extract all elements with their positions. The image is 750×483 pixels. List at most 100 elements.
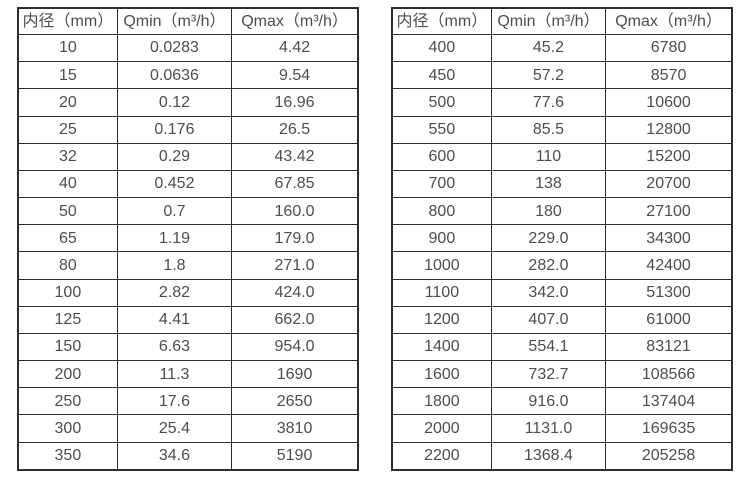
- table-cell: 2000: [391, 414, 492, 443]
- table-cell: 27100: [605, 197, 733, 226]
- flow-spec-table-right: 内径（mm） Qmin（m³/h） Qmax（m³/h） 400 45.2 6780 45…: [391, 7, 733, 471]
- table-cell: 25: [17, 115, 118, 144]
- table-cell: 2200: [391, 441, 492, 471]
- table-cell: 0.0283: [116, 33, 233, 63]
- table-cell: 61000: [605, 305, 733, 334]
- table-cell: 9.54: [231, 61, 359, 90]
- table-cell: 6.63: [116, 332, 233, 362]
- table-row: 1800 916.0 137404: [391, 387, 733, 416]
- table-cell: 900: [391, 224, 492, 253]
- table-cell: 1368.4: [490, 441, 607, 471]
- column-header: 内径（mm）: [391, 7, 492, 35]
- table-cell: 407.0: [490, 305, 607, 334]
- table-cell: 554.1: [490, 332, 607, 362]
- table-cell: 12800: [605, 115, 733, 144]
- table-cell: 1000: [391, 251, 492, 280]
- table-cell: 180: [490, 197, 607, 226]
- column-header: Qmax（m³/h）: [605, 7, 733, 35]
- table-cell: 662.0: [231, 305, 359, 334]
- table-cell: 57.2: [490, 61, 607, 90]
- table-cell: 732.7: [490, 360, 607, 389]
- table-row: 1200 407.0 61000: [391, 305, 733, 334]
- table-cell: 25.4: [116, 414, 233, 443]
- table-row: 150 6.63 954.0: [17, 332, 359, 362]
- table-cell: 700: [391, 169, 492, 199]
- table-cell: 1800: [391, 387, 492, 416]
- table-cell: 271.0: [231, 251, 359, 280]
- table-cell: 550: [391, 115, 492, 144]
- table-cell: 137404: [605, 387, 733, 416]
- table-cell: 8570: [605, 61, 733, 90]
- flow-spec-table-left: 内径（mm） Qmin（m³/h） Qmax（m³/h） 10 0.0283 4.42 1…: [17, 7, 359, 471]
- table-cell: 229.0: [490, 224, 607, 253]
- table-cell: 100: [17, 278, 118, 307]
- table-row: 65 1.19 179.0: [17, 224, 359, 253]
- table-cell: 205258: [605, 441, 733, 471]
- table-cell: 65: [17, 224, 118, 253]
- table-row: 125 4.41 662.0: [17, 305, 359, 334]
- table-row: 900 229.0 34300: [391, 224, 733, 253]
- table-cell: 85.5: [490, 115, 607, 144]
- table-cell: 2650: [231, 387, 359, 416]
- table-row: 100 2.82 424.0: [17, 278, 359, 307]
- table-cell: 0.12: [116, 88, 233, 117]
- table-cell: 0.176: [116, 115, 233, 144]
- table-row: 200 11.3 1690: [17, 360, 359, 389]
- table-row: 1000 282.0 42400: [391, 251, 733, 280]
- table-cell: 342.0: [490, 278, 607, 307]
- table-cell: 1131.0: [490, 414, 607, 443]
- table-cell: 16.96: [231, 88, 359, 117]
- table-cell: 300: [17, 414, 118, 443]
- table-cell: 43.42: [231, 142, 359, 171]
- table-cell: 15: [17, 61, 118, 90]
- table-row: 1600 732.7 108566: [391, 360, 733, 389]
- table-cell: 800: [391, 197, 492, 226]
- table-cell: 6780: [605, 33, 733, 63]
- table-cell: 3810: [231, 414, 359, 443]
- header-row: 内径（mm） Qmin（m³/h） Qmax（m³/h）: [17, 7, 359, 35]
- table-cell: 32: [17, 142, 118, 171]
- table-row: 1100 342.0 51300: [391, 278, 733, 307]
- table-cell: 5190: [231, 441, 359, 471]
- table-row: 15 0.0636 9.54: [17, 61, 359, 90]
- table-cell: 160.0: [231, 197, 359, 226]
- table-row: 400 45.2 6780: [391, 33, 733, 63]
- table-row: 450 57.2 8570: [391, 61, 733, 90]
- table-cell: 600: [391, 142, 492, 171]
- table-cell: 4.41: [116, 305, 233, 334]
- table-cell: 20: [17, 88, 118, 117]
- table-cell: 1600: [391, 360, 492, 389]
- table-cell: 11.3: [116, 360, 233, 389]
- table-row: 2000 1131.0 169635: [391, 414, 733, 443]
- table-row: 600 110 15200: [391, 142, 733, 171]
- table-cell: 0.7: [116, 197, 233, 226]
- table-cell: 200: [17, 360, 118, 389]
- table-cell: 34.6: [116, 441, 233, 471]
- table-cell: 110: [490, 142, 607, 171]
- table-cell: 26.5: [231, 115, 359, 144]
- table-cell: 1.19: [116, 224, 233, 253]
- table-row: 10 0.0283 4.42: [17, 33, 359, 63]
- table-cell: 400: [391, 33, 492, 63]
- table-cell: 0.0636: [116, 61, 233, 90]
- table-cell: 179.0: [231, 224, 359, 253]
- table-cell: 125: [17, 305, 118, 334]
- table-cell: 138: [490, 169, 607, 199]
- table-row: 350 34.6 5190: [17, 441, 359, 471]
- table-row: 50 0.7 160.0: [17, 197, 359, 226]
- table-row: 700 138 20700: [391, 169, 733, 199]
- table-row: 550 85.5 12800: [391, 115, 733, 144]
- table-cell: 80: [17, 251, 118, 280]
- column-header: Qmin（m³/h）: [490, 7, 607, 35]
- table-row: 32 0.29 43.42: [17, 142, 359, 171]
- table-cell: 67.85: [231, 169, 359, 199]
- header-row: 内径（mm） Qmin（m³/h） Qmax（m³/h）: [391, 7, 733, 35]
- table-row: 25 0.176 26.5: [17, 115, 359, 144]
- table-cell: 250: [17, 387, 118, 416]
- table-cell: 17.6: [116, 387, 233, 416]
- table-cell: 77.6: [490, 88, 607, 117]
- table-row: 800 180 27100: [391, 197, 733, 226]
- table-cell: 450: [391, 61, 492, 90]
- table-cell: 1690: [231, 360, 359, 389]
